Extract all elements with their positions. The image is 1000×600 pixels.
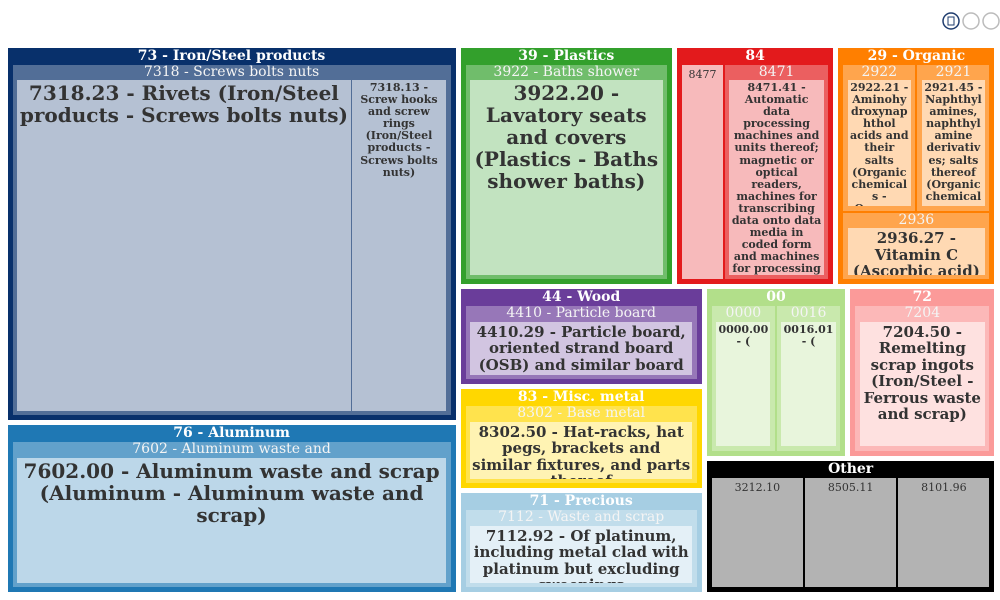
group-label: 72 (912, 289, 933, 306)
group: 76 - Aluminum 7602 - Aluminum waste and 76… (7, 425, 456, 593)
leaf-label: 4410.29 - Particle board, oriented stran… (476, 322, 686, 374)
group-label: 29 - Organic (867, 47, 966, 64)
toolbar-icon[interactable] (942, 12, 960, 30)
leaf-label: 8101.96 (921, 480, 967, 494)
leaf-label: 2922.21 - Aminohydroxynaphthol acids and… (850, 81, 909, 206)
leaf: 0016.01 - ( (781, 321, 836, 447)
leaf-label: 8505.11 (827, 480, 874, 494)
leaf: 8505.11 (805, 477, 897, 588)
group-label: 73 - Iron/Steel products (137, 47, 326, 64)
treemap: 73 - Iron/Steel products 7318 - Screws bo… (5, 45, 997, 595)
subgroup-label: 0000 (725, 306, 762, 322)
subgroup: 8302 - Base metal 8302.50 - Hat-racks, ha… (465, 406, 697, 484)
group-label: 39 - Plastics (518, 47, 615, 64)
subgroup: 7204 7204.50 - Remelting scrap ingots (Ir… (855, 306, 990, 451)
subgroup-label: 2936 (898, 212, 935, 228)
leaf: 8302.50 - Hat-racks, hat pegs, brackets … (470, 421, 693, 479)
subgroup-label: 7112 - Waste and scrap (498, 510, 665, 526)
subgroup: 0000 0000.00 - ( (711, 306, 775, 451)
leaf-label: 0016.01 - ( (783, 322, 834, 348)
leaf: 8471.41 - Automatic data processing mach… (729, 80, 824, 275)
leaf-label: 3922.20 - Lavatory seats and covers (Pla… (474, 81, 659, 193)
leaf: 8101.96 (898, 477, 990, 588)
leaf: 3922.20 - Lavatory seats and covers (Pla… (470, 80, 663, 275)
group: 84 8477 8471 8471.41 - Automatic data proce… (677, 47, 834, 285)
group: 39 - Plastics 3922 - Baths shower 3922.20 … (460, 47, 672, 285)
leaf: 0000.00 - ( (716, 321, 771, 447)
subgroup: 7602 - Aluminum waste and 7602.00 - Alumi… (12, 442, 451, 588)
leaf: 7112.92 - Of platinum, including metal c… (470, 525, 693, 583)
leaf: 7602.00 - Aluminum waste and scrap (Alum… (17, 457, 447, 583)
leaf-label: 3212.10 (734, 480, 781, 494)
leaf: 7204.50 - Remelting scrap ingots (Iron/S… (859, 321, 985, 447)
subgroup: 2936 2936.27 - Vitamin C (Ascorbic acid) (843, 212, 990, 280)
subgroup-label: 4410 - Particle board (506, 306, 656, 322)
group-label: 84 (745, 47, 765, 64)
leaf: 7318.23 - Rivets (Iron/Steel products - … (17, 80, 351, 411)
toolbar-glyph (947, 16, 955, 26)
group-label: 00 (766, 289, 786, 306)
leaf: 2921.45 - Naphthylamines, naphthylamine … (921, 80, 985, 207)
leaf-label: 8477 (688, 67, 717, 81)
leaf: 4410.29 - Particle board, oriented stran… (470, 321, 693, 375)
toolbar (942, 12, 1000, 30)
subgroup-label: 7318 - Screws bolts nuts (143, 64, 320, 80)
leaf: 3212.10 (711, 477, 803, 588)
leaf: 2922.21 - Aminohydroxynaphthol acids and… (847, 80, 911, 207)
subgroup: 3922 - Baths shower 3922.20 - Lavatory se… (465, 64, 667, 280)
group: 71 - Precious 7112 - Waste and scrap 7112.… (460, 493, 702, 593)
subgroup: 2922 2922.21 - Aminohydroxynaphthol acids… (843, 64, 916, 211)
leaf-label: 7204.50 - Remelting scrap ingots (Iron/S… (863, 322, 981, 424)
leaf-label: 7602.00 - Aluminum waste and scrap (Alum… (23, 458, 440, 527)
group: Other 3212.10 8505.11 8101.96 (706, 460, 995, 593)
subgroup-label: 7204 (904, 306, 941, 322)
subgroup: 8471 8471.41 - Automatic data processing … (724, 64, 829, 280)
group-label: 71 - Precious (529, 493, 633, 510)
leaf-label: 8302.50 - Hat-racks, hat pegs, brackets … (472, 422, 691, 478)
subgroup-label: 8471 (758, 64, 795, 80)
leaf-label: 7318.13 - Screw hooks and screw rings (I… (360, 81, 438, 179)
subgroup-label: 3922 - Baths shower (493, 64, 640, 80)
subgroup-label: 0016 (790, 306, 827, 322)
group-label: 76 - Aluminum (173, 425, 290, 442)
leaf-label: 8471.41 - Automatic data processing mach… (731, 81, 822, 275)
leaf: 7318.13 - Screw hooks and screw rings (I… (351, 80, 447, 411)
subgroup-label: 2922 (861, 64, 898, 80)
subgroup: 4410 - Particle board 4410.29 - Particle … (465, 306, 697, 380)
subgroup: 7318 - Screws bolts nuts 7318.23 - Rivets… (12, 64, 451, 416)
group: 72 7204 7204.50 - Remelting scrap ingots (… (850, 289, 995, 456)
leaf: 2936.27 - Vitamin C (Ascorbic acid) (847, 228, 985, 275)
toolbar-icon[interactable] (982, 12, 1000, 30)
group: 29 - Organic 2922 2922.21 - Aminohydroxyna… (838, 47, 995, 285)
toolbar-icon[interactable] (962, 12, 980, 30)
group-label: 83 - Misc. metal (517, 389, 645, 406)
group-label: 44 - Wood (542, 289, 621, 306)
subgroup-label: 7602 - Aluminum waste and (132, 442, 331, 458)
subgroup: 7112 - Waste and scrap 7112.92 - Of plati… (465, 510, 697, 588)
group-label: Other (828, 460, 874, 477)
group: 83 - Misc. metal 8302 - Base metal 8302.50… (460, 389, 702, 489)
group: 73 - Iron/Steel products 7318 - Screws bo… (7, 47, 456, 421)
leaf-label: 2921.45 - Naphthylamines, naphthylamine … (924, 81, 983, 206)
leaf: 8477 (682, 64, 723, 280)
group: 00 0000 0000.00 - (0016 0016.01 - ( (706, 289, 846, 456)
subgroup-label: 2921 (935, 64, 972, 80)
leaf-label: 7318.23 - Rivets (Iron/Steel products - … (19, 81, 348, 127)
group: 44 - Wood 4410 - Particle board 4410.29 - … (460, 289, 702, 385)
leaf-label: 2936.27 - Vitamin C (Ascorbic acid) (852, 229, 980, 275)
subgroup: 2921 2921.45 - Naphthylamines, naphthylam… (917, 64, 990, 211)
subgroup: 0016 0016.01 - ( (776, 306, 841, 451)
subgroup-label: 8302 - Base metal (517, 406, 646, 422)
leaf-label: 0000.00 - ( (718, 322, 769, 348)
leaf-label: 7112.92 - Of platinum, including metal c… (473, 526, 689, 583)
